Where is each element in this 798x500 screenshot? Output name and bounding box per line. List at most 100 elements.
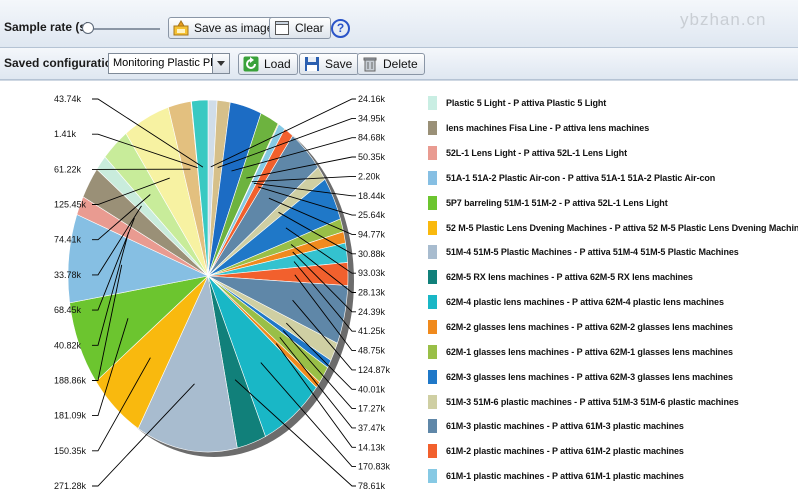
floppy-disk-icon [304,56,320,72]
watermark: ybzhan.cn [680,10,767,29]
pie-leader-line [279,337,356,429]
legend-swatch [428,270,437,285]
legend-label: 62M-2 glasses lens machines - P attiva 6… [446,322,733,333]
legend-item: 62M-3 glasses lens machines - P attiva 6… [428,364,798,389]
delete-button[interactable]: Delete [357,53,425,75]
delete-label: Delete [383,57,418,71]
pie-leader-line [92,232,129,346]
legend-swatch [428,121,437,136]
dropdown-arrow-icon[interactable] [212,54,229,73]
pie-data-label: 1.41k [54,129,77,139]
legend-item: 51M-3 51M-6 plastic machines - P attiva … [428,389,798,414]
pie-data-label: 188.86k [54,376,87,386]
pie-data-label: 170.83k [358,462,391,472]
clear-icon [274,20,290,36]
pie-leader-line [292,251,356,313]
sample-rate-slider-knob[interactable] [82,22,94,34]
pie-data-label: 28.13k [358,288,386,298]
legend-label: 61M-2 plastic machines - P attiva 61M-2 … [446,446,684,457]
legend-swatch [428,245,437,260]
toolbar-divider [0,80,798,81]
pie-data-label: 68.45k [54,305,82,315]
clear-label: Clear [295,21,324,35]
legend-label: 51M-4 51M-5 Plastic Machines - P attiva … [446,247,739,258]
pie-leader-line [92,217,135,311]
pie-data-label: 94.77k [358,229,386,239]
sample-rate-slider-track[interactable] [86,28,160,30]
sample-rate-label: Sample rate (s): [4,20,95,34]
saved-configuration-value: Monitoring Plastic Pla [113,57,213,69]
pie-data-label: 40.82k [54,340,82,350]
legend-label: 62M-1 glasses lens machines - P attiva 6… [446,346,733,357]
chart-legend: Plastic 5 Light - P attiva Plastic 5 Lig… [428,91,798,489]
pie-slice[interactable] [137,274,238,453]
legend-swatch [428,369,437,384]
toolbar-sample-rate: Sample rate (s): Save as image Clear ? y… [0,0,798,48]
pie-leader-line [285,322,356,390]
legend-item: 61M-2 plastic machines - P attiva 61M-2 … [428,439,798,464]
legend-item: Plastic 5 Light - P attiva Plastic 5 Lig… [428,91,798,116]
pie-data-label: 33.78k [54,270,82,280]
saved-configurations-label: Saved configurations: [4,56,131,70]
legend-swatch [428,394,437,409]
save-image-icon [173,20,189,36]
pie-data-label: 150.35k [54,446,87,456]
pie-leader-line [92,205,142,276]
pie-leader-line [268,197,356,235]
pie-data-label: 48.75k [358,346,386,356]
save-as-image-button[interactable]: Save as image [168,17,281,39]
help-icon[interactable]: ? [331,19,350,38]
pie-leader-line [217,117,356,169]
pie-leader-line [294,274,356,352]
pie-data-label: 84.68k [358,133,386,143]
legend-label: 61M-3 plastic machines - P attiva 61M-3 … [446,421,684,432]
pie-leader-line [92,177,170,205]
legend-label: lens machines Fisa Line - P attiva lens … [446,123,650,134]
pie-data-label: 78.61k [358,481,386,491]
legend-item: 62M-5 RX lens machines - P attiva 62M-5 … [428,265,798,290]
pie-data-label: 37.47k [358,423,386,433]
pie-leader-line [285,227,356,274]
clear-button[interactable]: Clear [269,17,331,39]
pie-leader-line [234,379,356,487]
pie-data-label: 40.01k [358,384,386,394]
pie-data-label: 14.13k [358,442,386,452]
pie-leader-line [251,175,356,183]
legend-label: Plastic 5 Light - P attiva Plastic 5 Lig… [446,98,607,109]
pie-leader-line [92,383,195,487]
pie-data-label: 125.45k [54,200,87,210]
pie-leader-line [292,299,356,371]
pie-data-label: 181.09k [54,411,87,421]
pie-leader-line [92,98,204,168]
legend-label: 62M-3 glasses lens machines - P attiva 6… [446,371,733,382]
save-as-image-label: Save as image [194,21,274,35]
pie-data-label: 61.22k [54,164,82,174]
legend-swatch [428,146,437,161]
save-label: Save [325,57,353,71]
legend-label: 5P7 barreling 51M-1 51M-2 - P attiva 52L… [446,197,668,208]
pie-data-label: 93.03k [358,268,386,278]
pie-leader-line [92,264,123,381]
legend-label: 62M-4 plastic lens machines - P attiva 6… [446,297,724,308]
legend-label: 51M-3 51M-6 plastic machines - P attiva … [446,396,739,407]
pie-leader-line [92,318,129,417]
save-button[interactable]: Save [299,53,360,75]
pie-slice[interactable] [67,214,209,304]
pie-leader-line [210,98,356,168]
pie-data-label: 18.44k [358,191,386,201]
legend-item: 51M-4 51M-5 Plastic Machines - P attiva … [428,240,798,265]
load-icon [243,56,259,72]
load-button[interactable]: Load [238,53,298,75]
pie-slice[interactable] [191,99,209,277]
legend-swatch [428,444,437,459]
trash-icon [362,56,378,72]
pie-data-label: 50.35k [358,152,386,162]
legend-item: 62M-2 glasses lens machines - P attiva 6… [428,315,798,340]
legend-swatch [428,195,437,210]
legend-item: 5P7 barreling 51M-1 51M-2 - P attiva 52L… [428,190,798,215]
pie-leader-line [275,343,356,448]
pie-data-label: 24.39k [358,307,386,317]
saved-configurations-select[interactable]: Monitoring Plastic Pla [108,53,230,74]
legend-swatch [428,96,437,111]
legend-label: 52 M-5 Plastic Lens Dvening Machines - P… [446,222,798,233]
